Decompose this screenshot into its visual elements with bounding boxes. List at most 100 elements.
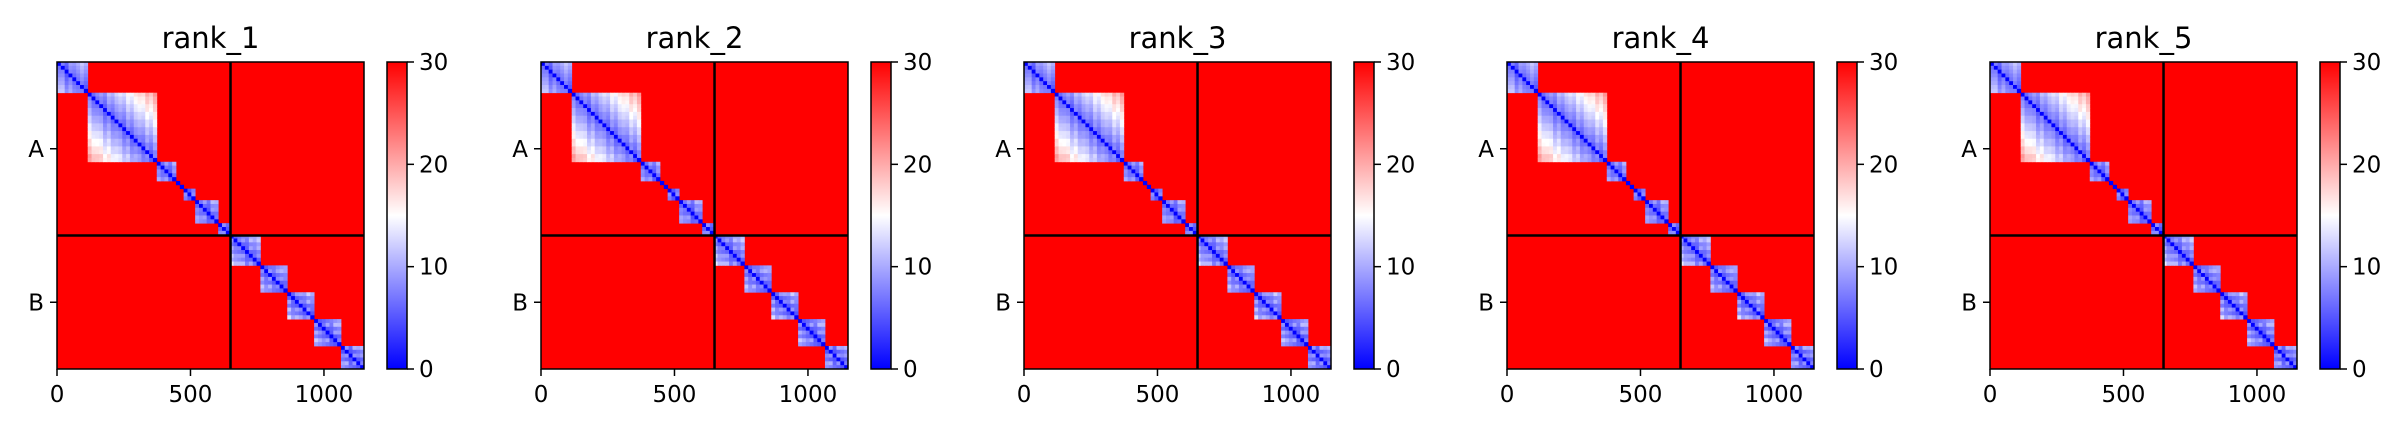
heatmap-cell	[1752, 299, 1757, 305]
heatmap-cell	[706, 230, 711, 236]
heatmap-cell	[1606, 177, 1612, 182]
heatmap-cell	[1997, 73, 2002, 78]
heatmap-cell	[360, 349, 365, 355]
heatmap-cell	[2139, 203, 2144, 209]
heatmap-cell	[2124, 196, 2129, 201]
heatmap-cell	[1541, 146, 1546, 151]
heatmap-cell	[1599, 123, 1604, 128]
heatmap-cell	[2005, 77, 2010, 82]
heatmap-cell	[602, 104, 607, 109]
heatmap-cell	[1292, 319, 1297, 324]
heatmap-cell	[1622, 165, 1627, 170]
heatmap-cell	[1215, 234, 1221, 239]
heatmap-cell	[613, 123, 619, 128]
heatmap-cell	[598, 134, 603, 140]
heatmap-cell	[1599, 115, 1604, 120]
heatmap-cell	[755, 280, 761, 285]
heatmap-cell	[1576, 111, 1581, 117]
heatmap-cell	[122, 157, 127, 163]
heatmap-cell	[1568, 92, 1573, 97]
heatmap-cell	[87, 134, 92, 140]
heatmap-cell	[1568, 138, 1573, 143]
heatmap-cell	[2158, 223, 2164, 228]
heatmap-cell	[1510, 77, 1516, 82]
heatmap-cell	[1292, 338, 1297, 343]
heatmap-cell	[360, 357, 365, 362]
heatmap-cell	[1204, 234, 1209, 239]
heatmap-cell	[2059, 142, 2064, 147]
heatmap-cell	[564, 85, 569, 90]
heatmap-cells	[1507, 62, 1815, 370]
heatmap-cell	[652, 177, 657, 182]
heatmap-cell	[298, 307, 303, 312]
heatmap-cell	[57, 73, 62, 78]
heatmap-cell	[1587, 104, 1592, 109]
heatmap-cell	[129, 96, 135, 101]
heatmap-cell	[1714, 288, 1719, 293]
heatmap-cell	[1093, 157, 1098, 163]
heatmap-cell	[1227, 273, 1232, 278]
heatmap-cell	[1595, 111, 1600, 117]
panel-title: rank_5	[2095, 21, 2193, 55]
heatmap-cell	[836, 365, 841, 370]
heatmap-cell	[2193, 273, 2198, 278]
heatmap-cell	[264, 288, 269, 293]
heatmap-cell	[1514, 73, 1519, 78]
heatmap-cell	[1779, 326, 1784, 332]
heatmap-cell	[291, 307, 296, 312]
heatmap-cell	[1258, 299, 1263, 305]
heatmap-cell	[1066, 104, 1071, 109]
heatmap-cell	[291, 311, 296, 316]
heatmap-cell	[168, 169, 173, 174]
heatmap-cell	[590, 100, 596, 105]
heatmap-cell	[798, 319, 803, 324]
heatmap-cell	[744, 265, 749, 270]
heatmap-cell	[1054, 92, 1059, 97]
heatmap-cell	[95, 134, 100, 140]
heatmap-cell	[636, 127, 642, 132]
heatmap-cell	[1250, 284, 1255, 289]
heatmap-cell	[1556, 131, 1562, 136]
heatmap-cell	[2009, 88, 2014, 94]
heatmap-cell	[1764, 319, 1769, 324]
heatmap-cell	[114, 138, 119, 143]
heatmap-cell	[1537, 100, 1542, 105]
heatmap-cell	[1579, 150, 1585, 155]
heatmap-cell	[1261, 315, 1267, 320]
heatmap-cell	[725, 261, 730, 266]
heatmap-cell	[126, 115, 131, 120]
heatmap-cell	[610, 123, 615, 128]
heatmap-cell	[168, 165, 173, 170]
heatmap-cell	[1779, 334, 1784, 339]
heatmap-cell	[114, 92, 119, 97]
heatmap-cell	[2293, 349, 2298, 355]
heatmap-cell	[133, 138, 138, 143]
heatmap-cell	[1710, 273, 1715, 278]
heatmap-cell	[1277, 315, 1282, 320]
heatmap-cell	[2147, 200, 2152, 205]
heatmap-cell	[556, 88, 561, 94]
heatmap-cell	[679, 215, 684, 220]
heatmap-cell	[544, 69, 550, 74]
heatmap-cell	[1614, 165, 1619, 170]
heatmap-cell	[1510, 65, 1516, 71]
heatmap-cell	[1993, 81, 1999, 86]
heatmap-cell	[679, 207, 684, 213]
heatmap-cell	[1710, 269, 1715, 274]
heatmap-cell	[1698, 234, 1704, 239]
heatmap-cell	[126, 92, 131, 97]
heatmap-cell	[271, 273, 277, 278]
heatmap-cell	[1043, 85, 1048, 90]
heatmap-cell	[114, 100, 119, 105]
heatmap-cell	[2162, 246, 2167, 251]
heatmap-cell	[2047, 134, 2052, 140]
heatmap-cell	[252, 242, 257, 247]
heatmap-cell	[1560, 111, 1565, 117]
heatmap-cell	[594, 111, 599, 117]
heatmap-cell	[778, 307, 784, 312]
heatmap-cell	[1235, 276, 1240, 282]
heatmap-cell	[106, 108, 112, 113]
heatmap-cell	[114, 123, 119, 128]
heatmap-cell	[1185, 227, 1190, 232]
heatmap-cell	[629, 146, 634, 151]
